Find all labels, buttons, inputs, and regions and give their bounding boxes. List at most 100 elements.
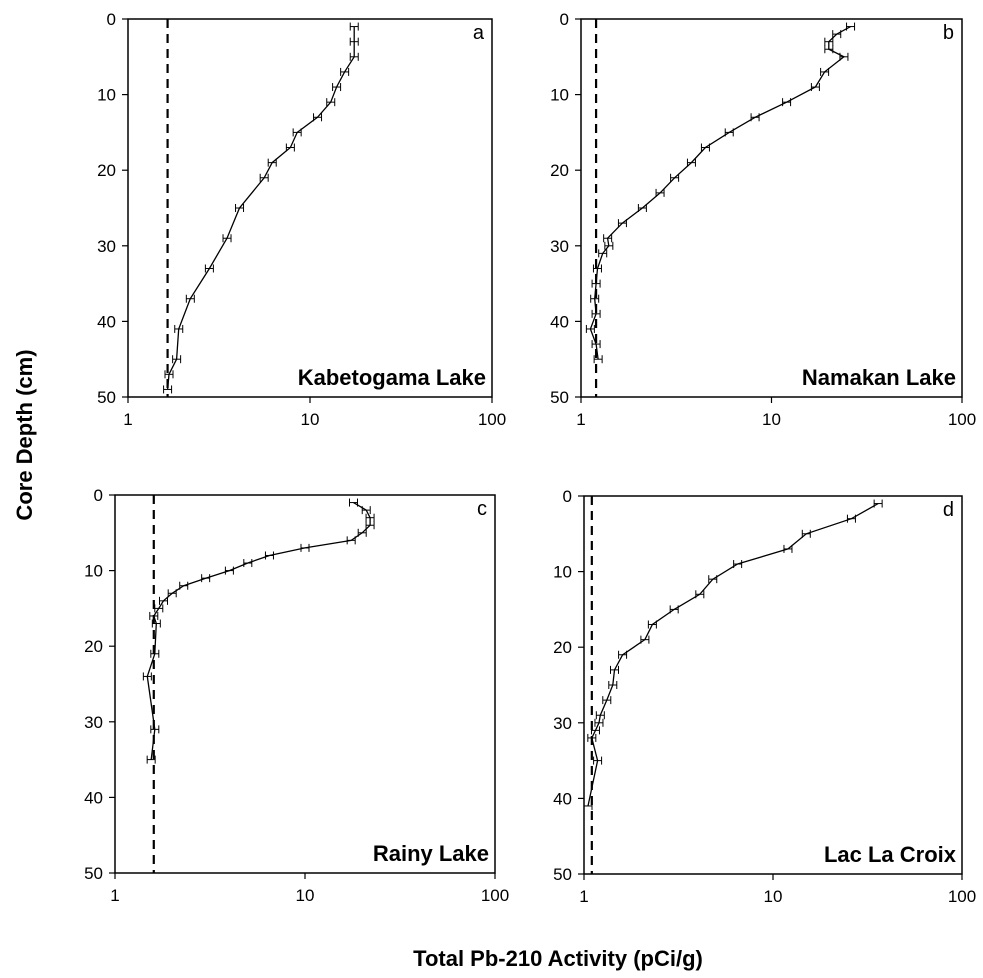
data-point xyxy=(259,173,269,182)
data-point xyxy=(640,635,650,644)
data-point xyxy=(346,536,356,545)
y-tick-label: 40 xyxy=(97,312,116,331)
data-point xyxy=(365,521,375,530)
data-point xyxy=(873,499,883,508)
y-tick-label: 30 xyxy=(97,237,116,256)
data-point xyxy=(150,725,160,734)
y-tick-label: 20 xyxy=(84,637,103,656)
x-axis-title: Total Pb-210 Activity (pCi/g) xyxy=(413,946,703,971)
y-tick-label: 10 xyxy=(84,562,103,581)
data-point xyxy=(583,801,593,810)
data-point xyxy=(592,264,602,273)
panel-letter: d xyxy=(943,499,954,521)
data-point xyxy=(782,98,792,107)
data-point xyxy=(300,543,310,552)
x-tick-label: 10 xyxy=(301,410,320,429)
data-point xyxy=(201,574,211,583)
x-tick-label: 100 xyxy=(478,410,506,429)
data-point xyxy=(604,241,614,250)
panel-letter: b xyxy=(943,22,954,44)
y-tick-label: 20 xyxy=(550,161,569,180)
data-point xyxy=(292,128,302,137)
data-point xyxy=(179,581,189,590)
data-point xyxy=(598,249,608,258)
y-tick-label: 10 xyxy=(550,86,569,105)
plot-frame xyxy=(127,18,493,398)
data-point xyxy=(332,83,342,92)
x-tick-label: 10 xyxy=(764,887,783,906)
data-point xyxy=(150,649,160,658)
data-point xyxy=(724,128,734,137)
data-point xyxy=(164,370,174,379)
y-tick-label: 0 xyxy=(94,486,103,505)
data-point xyxy=(142,672,152,681)
x-tick-label: 1 xyxy=(123,410,132,429)
panel-a: 0 10 20 30 40 50 1 10 100 a Kabetogama Lake xyxy=(97,10,506,429)
panel-d: 0 10 20 30 40 50 1 10 100 d Lac La Croix xyxy=(553,487,976,906)
y-tick-label: 20 xyxy=(97,161,116,180)
data-point xyxy=(594,718,604,727)
data-point xyxy=(695,590,705,599)
data-point xyxy=(846,514,856,523)
data-point xyxy=(839,52,849,61)
data-point xyxy=(172,355,182,364)
data-point xyxy=(326,98,336,107)
data-point xyxy=(820,67,830,76)
lake-name: Lac La Croix xyxy=(824,842,957,867)
data-point xyxy=(595,711,605,720)
data-point xyxy=(590,726,600,735)
panel-letter: a xyxy=(473,22,485,44)
data-point xyxy=(149,611,159,620)
data-point xyxy=(824,37,834,46)
data-point xyxy=(151,619,161,628)
data-point xyxy=(159,596,169,605)
data-point xyxy=(700,143,710,152)
plot-frame xyxy=(114,494,496,874)
x-tick-label: 10 xyxy=(296,886,315,905)
data-point xyxy=(708,575,718,584)
series-line xyxy=(587,503,879,807)
lake-name: Namakan Lake xyxy=(802,365,956,390)
y-tick-label: 10 xyxy=(553,563,572,582)
data-point xyxy=(163,385,173,394)
data-point xyxy=(361,506,371,515)
x-tick-label: 1 xyxy=(579,887,588,906)
plot-frame xyxy=(583,495,963,875)
lake-name: Rainy Lake xyxy=(373,841,489,866)
data-point xyxy=(285,143,295,152)
data-point xyxy=(204,264,214,273)
data-point xyxy=(593,756,603,765)
data-point xyxy=(647,620,657,629)
data-point xyxy=(585,324,595,333)
data-point xyxy=(608,681,618,689)
data-point xyxy=(832,30,842,39)
y-tick-label: 10 xyxy=(97,86,116,105)
data-point xyxy=(591,279,601,288)
data-point xyxy=(349,52,359,61)
series-line xyxy=(146,502,371,760)
data-point xyxy=(846,22,856,31)
y-tick-label: 40 xyxy=(550,312,569,331)
data-point xyxy=(617,219,627,228)
x-tick-label: 100 xyxy=(481,886,509,905)
data-point xyxy=(669,605,679,614)
data-point xyxy=(349,37,359,46)
data-point xyxy=(783,544,793,553)
data-point xyxy=(349,22,359,31)
y-tick-label: 20 xyxy=(553,638,572,657)
data-point xyxy=(750,113,760,122)
y-tick-label: 40 xyxy=(553,789,572,808)
data-point xyxy=(603,234,613,243)
panel-letter: c xyxy=(477,498,487,520)
data-point xyxy=(357,528,367,537)
data-point xyxy=(349,498,359,507)
data-point xyxy=(167,589,177,598)
x-tick-label: 1 xyxy=(110,886,119,905)
x-tick-label: 100 xyxy=(948,887,976,906)
data-point xyxy=(655,188,665,197)
y-tick-label: 30 xyxy=(84,713,103,732)
x-tick-label: 100 xyxy=(948,410,976,429)
data-point xyxy=(670,173,680,182)
data-point xyxy=(591,309,601,318)
